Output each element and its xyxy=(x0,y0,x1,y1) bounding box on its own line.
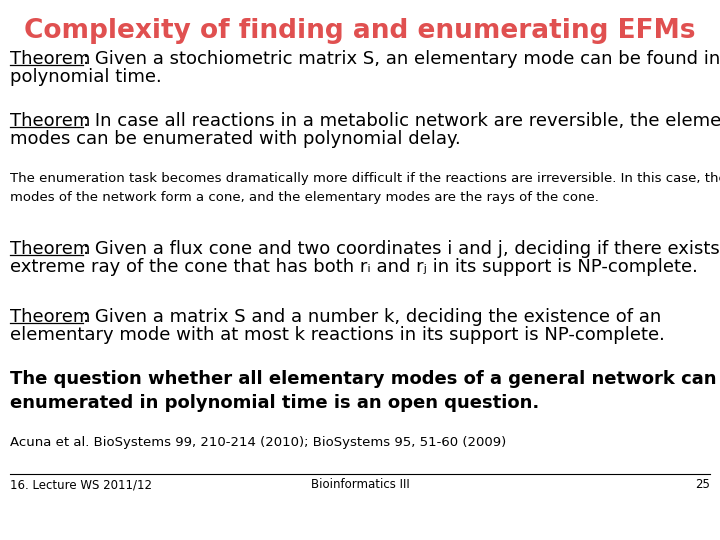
Text: Theorem: Theorem xyxy=(10,112,91,130)
Text: : Given a flux cone and two coordinates i and j, deciding if there exists and: : Given a flux cone and two coordinates … xyxy=(83,240,720,258)
Text: The enumeration task becomes dramatically more difficult if the reactions are ir: The enumeration task becomes dramaticall… xyxy=(10,172,720,204)
Text: The question whether all elementary modes of a general network can be
enumerated: The question whether all elementary mode… xyxy=(10,370,720,413)
Text: : In case all reactions in a metabolic network are reversible, the elementary: : In case all reactions in a metabolic n… xyxy=(83,112,720,130)
Text: extreme ray of the cone that has both rᵢ and rⱼ in its support is NP-complete.: extreme ray of the cone that has both rᵢ… xyxy=(10,258,698,276)
Text: Complexity of finding and enumerating EFMs: Complexity of finding and enumerating EF… xyxy=(24,18,696,44)
Text: Acuna et al. BioSystems 99, 210-214 (2010); BioSystems 95, 51-60 (2009): Acuna et al. BioSystems 99, 210-214 (201… xyxy=(10,436,506,449)
Text: Theorem: Theorem xyxy=(10,240,91,258)
Text: 16. Lecture WS 2011/12: 16. Lecture WS 2011/12 xyxy=(10,478,152,491)
Text: modes can be enumerated with polynomial delay.: modes can be enumerated with polynomial … xyxy=(10,130,461,148)
Text: : Given a stochiometric matrix S, an elementary mode can be found in: : Given a stochiometric matrix S, an ele… xyxy=(83,50,720,68)
Text: polynomial time.: polynomial time. xyxy=(10,68,162,86)
Text: Theorem: Theorem xyxy=(10,308,91,326)
Text: Bioinformatics III: Bioinformatics III xyxy=(310,478,410,491)
Text: Theorem: Theorem xyxy=(10,50,91,68)
Text: 25: 25 xyxy=(695,478,710,491)
Text: : Given a matrix S and a number k, deciding the existence of an: : Given a matrix S and a number k, decid… xyxy=(83,308,661,326)
Text: elementary mode with at most k reactions in its support is NP-complete.: elementary mode with at most k reactions… xyxy=(10,326,665,344)
